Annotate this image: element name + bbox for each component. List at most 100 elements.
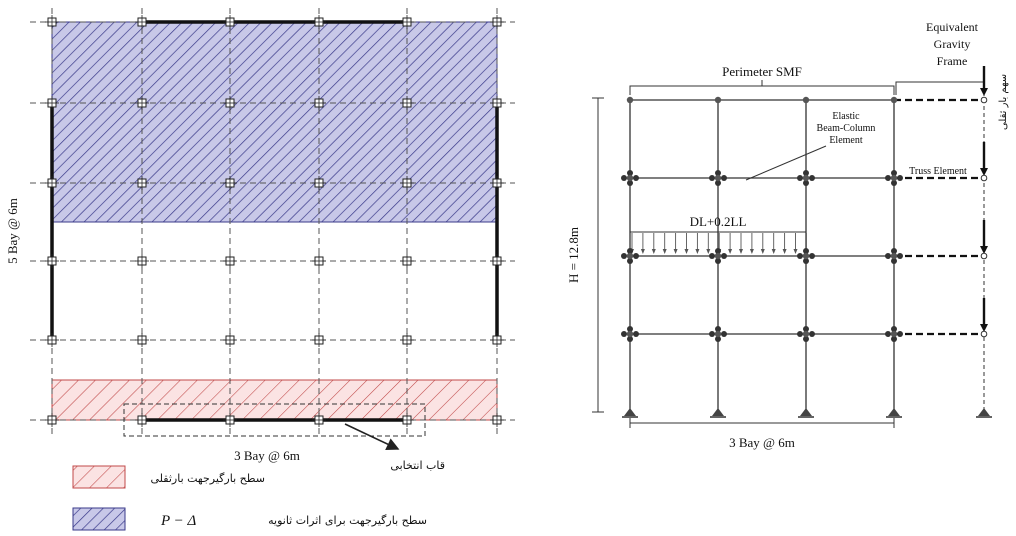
beam-spring xyxy=(633,253,639,259)
height-label: H = 12.8m xyxy=(566,227,581,283)
plan-column-marker xyxy=(312,254,326,268)
column-spring xyxy=(891,326,897,332)
load-arrowhead xyxy=(782,249,787,254)
beam-spring xyxy=(897,175,903,181)
beam-element-line-3: Element xyxy=(829,135,863,146)
beam-spring xyxy=(633,175,639,181)
column-spring xyxy=(803,336,809,342)
column-spring xyxy=(715,326,721,332)
plan-column-marker xyxy=(312,333,326,347)
frame-node xyxy=(714,174,722,182)
beam-spring xyxy=(797,253,803,259)
column-spring xyxy=(627,180,633,186)
plan-column-marker xyxy=(490,413,504,427)
frame-node xyxy=(714,252,722,260)
beam-spring xyxy=(621,175,627,181)
equivalent-frame-line-3: Frame xyxy=(937,54,968,68)
plan-column-marker xyxy=(490,176,504,190)
load-arrowhead xyxy=(662,249,667,254)
plan-column-marker xyxy=(490,15,504,29)
column-spring xyxy=(891,170,897,176)
beam-spring xyxy=(885,253,891,259)
frame-node xyxy=(890,96,898,104)
gravity-tributary-area xyxy=(51,379,498,421)
beam-element-leader xyxy=(745,145,827,181)
legend-gravity-label: سطح بارگیرجهت بارثقلی xyxy=(150,472,265,485)
plan-column-marker xyxy=(135,96,149,110)
beam-spring xyxy=(797,175,803,181)
fixed-support xyxy=(624,408,636,416)
gravity-frame-bracket xyxy=(895,81,985,95)
leaning-node xyxy=(980,330,988,338)
frame-node xyxy=(802,330,810,338)
load-arrowhead xyxy=(651,249,656,254)
frame-node xyxy=(890,330,898,338)
truss-element-label: Truss Element xyxy=(909,166,967,177)
moment-frames xyxy=(50,20,499,422)
plan-x-dimension: 3 Bay @ 6m xyxy=(234,448,300,463)
width-dimension xyxy=(629,418,895,428)
load-arrowhead xyxy=(684,249,689,254)
frame-node xyxy=(802,252,810,260)
column-spring xyxy=(627,336,633,342)
plan-view: 5 Bay @ 6m 3 Bay @ 6m قاب انتخابی xyxy=(5,8,515,472)
elevation-view: H = 12.8m Perimeter SMF Equivalent Gravi… xyxy=(566,20,1009,450)
plan-column-marker xyxy=(400,96,414,110)
frame-node xyxy=(714,330,722,338)
plan-column-marker xyxy=(490,96,504,110)
load-arrowhead xyxy=(706,249,711,254)
beam-spring xyxy=(709,253,715,259)
load-arrowhead xyxy=(640,249,645,254)
plan-column-marker xyxy=(135,15,149,29)
plan-column-marker xyxy=(45,176,59,190)
plan-column-marker xyxy=(135,176,149,190)
beam-spring xyxy=(633,331,639,337)
plan-column-marker xyxy=(312,15,326,29)
load-arrowhead xyxy=(673,249,678,254)
legend: سطح بارگیرجهت بارثقلی P − Δ سطح بارگیرجه… xyxy=(72,465,427,531)
beam-spring xyxy=(809,253,815,259)
perimeter-smf-label: Perimeter SMF xyxy=(722,64,802,79)
plan-column-marker xyxy=(223,176,237,190)
plan-column-marker xyxy=(45,15,59,29)
leaning-node xyxy=(980,96,988,104)
beam-element-line-2: Beam-Column xyxy=(817,123,876,134)
plan-column-marker xyxy=(490,333,504,347)
beam-spring xyxy=(709,331,715,337)
frame-node xyxy=(626,252,634,260)
frame-node xyxy=(802,174,810,182)
beam-spring xyxy=(809,175,815,181)
column-spring xyxy=(891,258,897,264)
column-spring xyxy=(627,248,633,254)
leaning-load-arrowheads xyxy=(980,88,988,332)
plan-column-marker xyxy=(135,333,149,347)
column-spring xyxy=(715,248,721,254)
beam-spring xyxy=(621,331,627,337)
plan-column-marker xyxy=(45,254,59,268)
column-spring xyxy=(803,180,809,186)
legend-pdelta-swatch xyxy=(72,507,126,531)
fixed-support xyxy=(800,408,812,416)
fixed-support xyxy=(888,408,900,416)
leaning-node xyxy=(980,174,988,182)
frame-node xyxy=(890,174,898,182)
legend-gravity-swatch xyxy=(72,465,126,489)
plan-columns xyxy=(45,15,504,427)
column-spring xyxy=(803,326,809,332)
beam-element-line-1: Elastic xyxy=(832,111,860,122)
load-arrowhead xyxy=(695,249,700,254)
plan-column-marker xyxy=(135,254,149,268)
frame-node xyxy=(714,96,722,104)
column-spring xyxy=(891,248,897,254)
truss-links xyxy=(894,98,984,336)
beam-spring xyxy=(797,331,803,337)
beam-spring xyxy=(809,331,815,337)
beam-spring xyxy=(709,175,715,181)
column-spring xyxy=(627,258,633,264)
plan-column-marker xyxy=(223,254,237,268)
plan-column-marker xyxy=(400,176,414,190)
beam-spring xyxy=(721,253,727,259)
column-spring xyxy=(715,258,721,264)
column-spring xyxy=(715,336,721,342)
